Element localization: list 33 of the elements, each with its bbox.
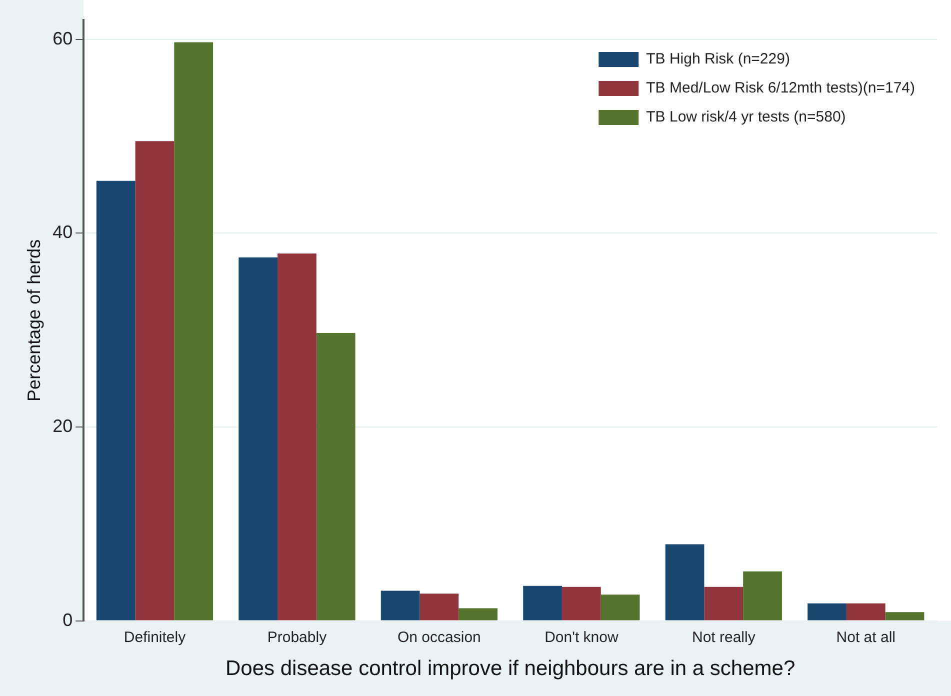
y-tick-label: 40 <box>52 222 73 242</box>
x-tick-label: Definitely <box>124 628 186 646</box>
x-tick-label: On occasion <box>398 628 481 646</box>
bar <box>704 586 744 620</box>
y-tick-label: 60 <box>52 28 73 48</box>
x-tick-label: Probably <box>267 628 328 646</box>
y-axis-title: Percentage of herds <box>24 239 44 402</box>
bar <box>665 544 704 620</box>
bar <box>846 603 886 620</box>
x-tick-label: Not at all <box>836 628 896 646</box>
bar <box>743 571 782 620</box>
bar <box>420 594 459 620</box>
x-axis-title: Does disease control improve if neighbours are in a scheme? <box>225 657 796 680</box>
bar <box>600 594 640 620</box>
x-tick-label: Not really <box>692 628 756 646</box>
bar <box>885 612 924 620</box>
bar <box>278 254 316 620</box>
bar <box>135 141 174 620</box>
y-tick-label: 20 <box>52 416 73 436</box>
bar <box>808 603 846 620</box>
bar <box>174 42 214 620</box>
bar <box>380 590 420 620</box>
legend-label: TB Low risk/4 yr tests (n=580) <box>646 108 846 126</box>
bar <box>562 586 601 620</box>
legend-label: TB High Risk (n=229) <box>646 50 790 68</box>
legend-label: TB Med/Low Risk 6/12mth tests)(n=174) <box>646 80 916 97</box>
bar <box>316 333 356 620</box>
bar <box>96 180 136 620</box>
bar <box>458 608 498 620</box>
bar <box>238 257 278 620</box>
bar <box>523 586 562 620</box>
y-tick-label: 0 <box>62 610 73 630</box>
x-tick-label: Don't know <box>544 628 618 646</box>
